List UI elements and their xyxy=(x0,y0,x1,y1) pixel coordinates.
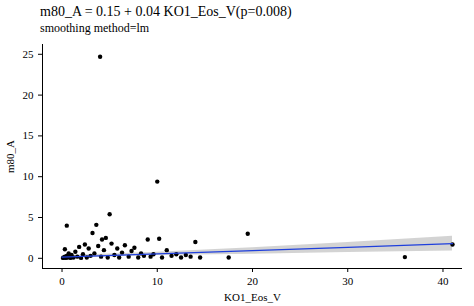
svg-text:0: 0 xyxy=(59,275,65,287)
svg-text:25: 25 xyxy=(23,48,35,60)
svg-text:10: 10 xyxy=(23,170,35,182)
svg-text:5: 5 xyxy=(28,211,34,223)
html-text:smoothing method=lm: smoothing method=lm xyxy=(40,21,150,35)
html-text:m80_A = 0.15 + 0.04 KO1_Eos_V(: m80_A = 0.15 + 0.04 KO1_Eos_V(p=0.008) xyxy=(40,4,292,19)
svg-text:40: 40 xyxy=(437,275,449,287)
svg-text:m80_A: m80_A xyxy=(4,140,16,173)
svg-text:20: 20 xyxy=(23,89,35,101)
svg-text:KO1_Eos_V: KO1_Eos_V xyxy=(224,291,281,303)
svg-text:30: 30 xyxy=(342,275,354,287)
svg-text:10: 10 xyxy=(152,275,164,287)
svg-text:15: 15 xyxy=(23,129,35,141)
svg-text:0: 0 xyxy=(28,252,34,264)
svg-text:20: 20 xyxy=(247,275,259,287)
